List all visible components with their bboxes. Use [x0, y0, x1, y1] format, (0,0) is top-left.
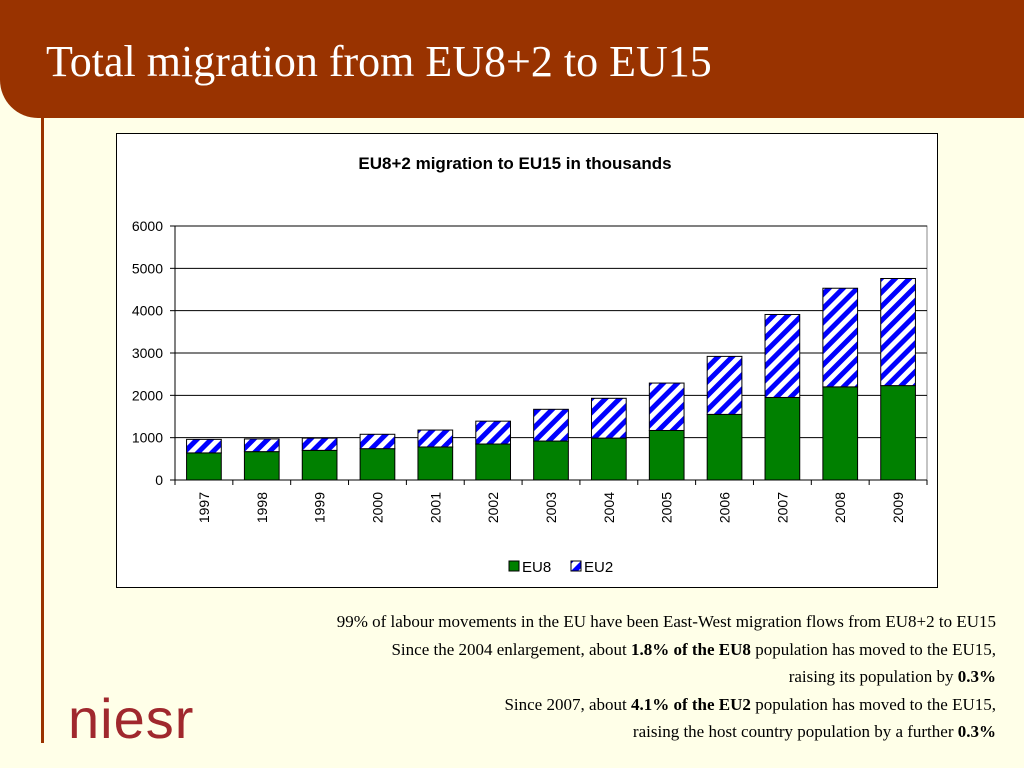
bar-eu2	[301, 437, 338, 451]
note-highlight: 0.3%	[957, 667, 996, 686]
legend-swatch-eu8	[508, 560, 520, 572]
note-line-3: raising its population by 0.3%	[56, 663, 996, 691]
note-highlight: 4.1% of the EU2	[630, 694, 751, 714]
bar-eu2	[533, 408, 569, 442]
bar-eu8	[417, 446, 454, 481]
bar-eu2	[475, 420, 512, 445]
bar-eu2	[417, 429, 454, 448]
bars	[186, 277, 916, 481]
legend-label-eu8: EU8	[522, 559, 551, 576]
x-tick-label: 2002	[485, 492, 501, 523]
y-tick-label: 2000	[132, 387, 163, 403]
bar-eu8	[706, 413, 743, 481]
y-tick-label: 3000	[132, 345, 163, 361]
left-rule	[41, 118, 44, 743]
bar-eu8	[533, 440, 569, 481]
x-tick-label: 1998	[254, 492, 270, 523]
bar-eu8	[822, 386, 859, 481]
bar-eu8	[301, 449, 338, 481]
notes: 99% of labour movements in the EU have b…	[56, 608, 996, 746]
bar-eu8	[475, 443, 512, 481]
bar-eu2	[590, 397, 627, 439]
note-text: Since 2007, about	[504, 694, 631, 714]
x-tick-label: 2005	[659, 492, 675, 523]
y-axis: 0 1000 2000 3000 4000 5000 6000	[132, 218, 176, 488]
bar-eu2	[648, 382, 685, 431]
note-line-2: Since the 2004 enlargement, about 1.8% o…	[56, 636, 996, 664]
y-tick-label: 1000	[132, 430, 163, 446]
bar-eu8	[590, 437, 627, 481]
bar-eu2	[880, 277, 916, 387]
y-tick-label: 0	[155, 472, 163, 488]
bar-eu8	[243, 451, 280, 481]
bar-eu8	[764, 396, 801, 481]
bar-eu8	[186, 452, 222, 481]
note-text: population has moved to the EU15,	[750, 639, 996, 659]
y-tick-label: 5000	[132, 260, 163, 276]
bar-eu8	[359, 448, 396, 481]
x-tick-label: 2003	[543, 492, 559, 523]
y-tick-label: 6000	[132, 218, 163, 234]
x-tick-label: 2008	[832, 492, 848, 523]
note-line-1: 99% of labour movements in the EU have b…	[56, 608, 996, 636]
note-text: raising the host country population by a…	[632, 722, 958, 741]
note-text: raising its population by	[788, 667, 958, 686]
note-highlight: 0.3%	[957, 722, 996, 741]
legend: EU8 EU2	[508, 559, 613, 576]
note-text: 99% of labour movements in the EU have b…	[336, 612, 996, 631]
bar-eu8	[880, 385, 916, 481]
bar-eu2	[243, 438, 280, 453]
bar-eu2	[359, 433, 396, 450]
y-tick-label: 4000	[132, 303, 163, 319]
note-line-5: raising the host country population by a…	[56, 718, 996, 746]
x-tick-label: 2001	[427, 492, 443, 523]
note-line-4: Since 2007, about 4.1% of the EU2 popula…	[56, 691, 996, 719]
bar-eu2	[186, 438, 222, 454]
bar-eu2	[822, 287, 859, 388]
note-highlight: 1.8% of the EU8	[630, 639, 751, 659]
bar-eu2	[706, 355, 743, 415]
x-tick-label: 1999	[312, 492, 328, 523]
legend-swatch-eu2	[570, 560, 582, 572]
x-tick-label: 1997	[196, 492, 212, 523]
x-tick-label: 2000	[369, 492, 385, 523]
x-axis: 1997 1998 1999 2000 2001 2002 2003 2004 2005 2006…	[174, 479, 928, 523]
x-tick-label: 2006	[717, 492, 733, 523]
bar-eu2	[764, 313, 801, 398]
note-text: Since the 2004 enlargement, about	[391, 639, 631, 659]
x-tick-label: 2009	[890, 492, 906, 523]
gridlines	[175, 225, 927, 439]
chart-title: EU8+2 migration to EU15 in thousands	[358, 154, 671, 173]
legend-label-eu2: EU2	[584, 559, 613, 576]
note-text: population has moved to the EU15,	[750, 694, 996, 714]
slide-title: Total migration from EU8+2 to EU15	[46, 37, 712, 86]
title-bar: Total migration from EU8+2 to EU15	[0, 0, 1024, 118]
x-tick-label: 2007	[774, 492, 790, 523]
chart-frame: EU8+2 migration to EU15 in thousands 0 10…	[116, 133, 938, 588]
x-tick-label: 2004	[601, 492, 617, 523]
chart-svg: EU8+2 migration to EU15 in thousands 0 10…	[132, 154, 928, 576]
bar-eu8	[648, 429, 685, 481]
niesr-logo: niesr	[68, 687, 195, 750]
